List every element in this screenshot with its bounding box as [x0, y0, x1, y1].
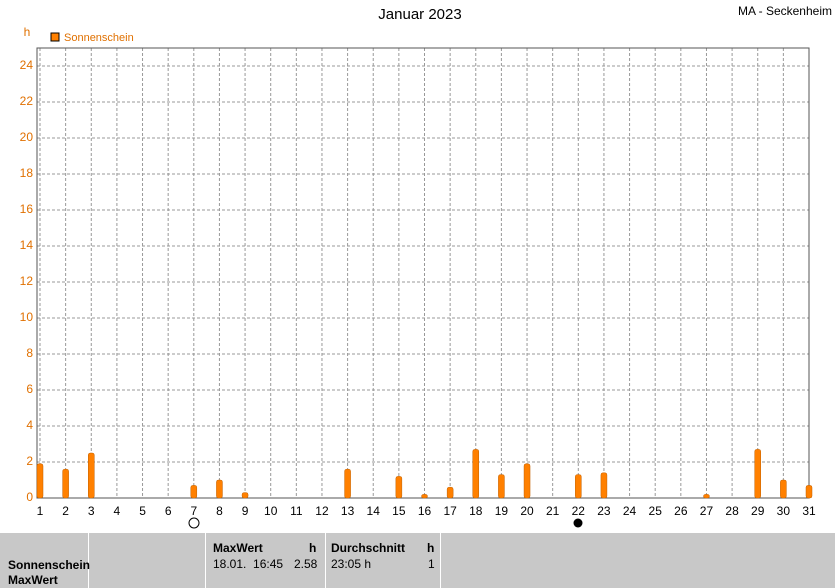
- chart: Januar 2023 MA - Seckenheim h Sonnensche…: [20, 4, 832, 529]
- station: MA - Seckenheim: [738, 4, 832, 18]
- bar: [600, 472, 608, 499]
- x-tick-label: 24: [623, 504, 637, 518]
- y-tick-label: 0: [26, 490, 33, 504]
- x-tick-label: 9: [242, 504, 249, 518]
- bar: [498, 474, 505, 499]
- x-tick-label: 8: [216, 504, 223, 518]
- bar: [190, 485, 198, 499]
- legend-swatch: [50, 32, 60, 42]
- y-tick-label: 20: [20, 130, 34, 144]
- bar: [446, 486, 454, 499]
- x-tick-label: 4: [114, 504, 121, 518]
- bar: [421, 494, 428, 499]
- separator: [325, 533, 326, 588]
- bar: [62, 468, 69, 499]
- y-tick-label: 14: [20, 238, 34, 252]
- x-tick-label: 27: [700, 504, 714, 518]
- bar: [575, 474, 582, 499]
- x-tick-label: 20: [520, 504, 534, 518]
- x-tick-label: 12: [315, 504, 329, 518]
- x-tick-label: 19: [495, 504, 509, 518]
- x-tick-label: 22: [572, 504, 586, 518]
- row-label: Sonnenschein: [8, 558, 91, 572]
- y-tick-label: 24: [20, 58, 34, 72]
- y-tick-label: 18: [20, 166, 34, 180]
- separator: [205, 533, 206, 588]
- summary-table: Sonnenschein MaxWert MaxWert h 18.01. 16…: [0, 533, 835, 588]
- time: 18.01. 16:45: [213, 557, 284, 571]
- x-tick-label: 21: [546, 504, 560, 518]
- plot-frame: [36, 47, 810, 499]
- separator: [440, 533, 441, 588]
- x-tick-label: 7: [190, 504, 197, 518]
- separator: [88, 533, 89, 588]
- x-tick-label: 16: [418, 504, 432, 518]
- x-tick-label: 5: [139, 504, 146, 518]
- x-tick-label: 18: [469, 504, 483, 518]
- bar: [344, 468, 351, 499]
- bar: [472, 449, 480, 499]
- new-moon: [573, 518, 583, 528]
- y-tick-label: 16: [20, 202, 34, 216]
- x-tick-label: 26: [674, 504, 688, 518]
- bar: [395, 476, 403, 499]
- y-tick-label: 6: [26, 382, 33, 396]
- value: 23:05 h: [331, 557, 372, 571]
- x-tick-label: 28: [725, 504, 739, 518]
- bar: [754, 449, 761, 499]
- y-tick-label: 8: [26, 346, 33, 360]
- count: 1: [428, 557, 435, 571]
- x-tick-label: 1: [37, 504, 44, 518]
- legend-label: Sonnenschein: [64, 32, 134, 44]
- header: Durchschnitt: [331, 541, 406, 555]
- header: MaxWert: [213, 541, 263, 555]
- y-tick-label: 12: [20, 274, 34, 288]
- x-tick-label: 2: [62, 504, 69, 518]
- y-tick-label: 4: [26, 418, 33, 432]
- bar: [805, 485, 813, 499]
- chart-title: Januar 2023: [378, 6, 461, 23]
- x-tick-label: 23: [597, 504, 611, 518]
- bar: [780, 479, 787, 499]
- bar: [216, 479, 223, 499]
- bar: [88, 452, 95, 499]
- x-tick-label: 6: [165, 504, 172, 518]
- x-tick-label: 13: [341, 504, 355, 518]
- x-tick-label: 14: [367, 504, 381, 518]
- x-tick-label: 11: [290, 504, 303, 518]
- unit: h: [427, 541, 435, 555]
- bar: [523, 463, 531, 499]
- x-tick-label: 30: [777, 504, 791, 518]
- x-tick-label: 29: [751, 504, 765, 518]
- value: 2.58: [294, 557, 318, 571]
- x-tick-label: 17: [443, 504, 457, 518]
- y-unit: h: [24, 25, 31, 39]
- bar: [703, 494, 710, 499]
- x-tick-label: 10: [264, 504, 278, 518]
- x-tick-label: 31: [802, 504, 816, 518]
- y-tick-label: 10: [20, 310, 34, 324]
- x-tick-label: 15: [392, 504, 406, 518]
- row-label: MaxWert: [8, 573, 58, 587]
- y-tick-label: 22: [20, 94, 34, 108]
- x-tick-label: 25: [649, 504, 663, 518]
- bar: [241, 492, 249, 499]
- x-tick-label: 3: [88, 504, 95, 518]
- full-moon: [188, 517, 200, 529]
- y-tick-label: 2: [26, 454, 33, 468]
- bar: [36, 463, 44, 499]
- unit: h: [309, 541, 317, 555]
